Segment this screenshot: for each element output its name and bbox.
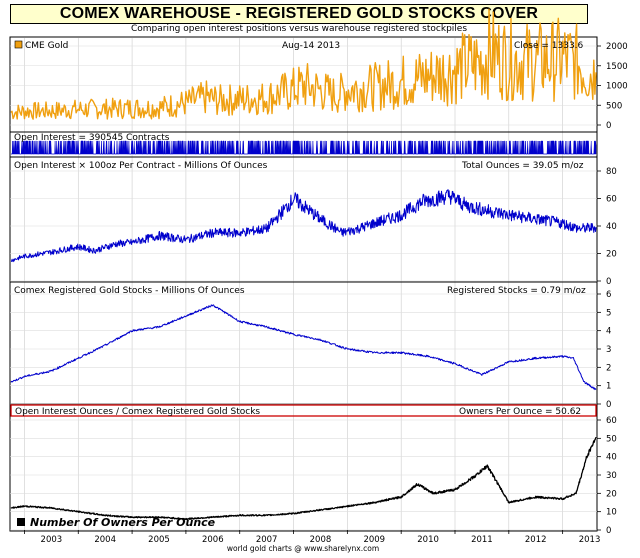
y-tick-label: 20 xyxy=(606,250,617,260)
owners-per-ounce-line xyxy=(10,436,597,521)
gold-close-label: Close = 1333.6 xyxy=(514,41,584,51)
open-interest-legend-label: Open Interest = 390545 Contracts xyxy=(14,133,170,143)
chart-title: COMEX WAREHOUSE - REGISTERED GOLD STOCKS… xyxy=(59,5,539,22)
owners-legend-label: Open Interest Ounces / Comex Registered … xyxy=(15,407,260,417)
y-tick-label: 0 xyxy=(606,121,611,131)
y-tick-label: 1500 xyxy=(606,62,628,72)
y-tick-label: 2 xyxy=(606,363,611,373)
gold-legend-swatch xyxy=(14,40,23,49)
y-tick-label: 1000 xyxy=(606,82,628,92)
x-tick-label: 2010 xyxy=(417,535,439,545)
x-tick-label: 2013 xyxy=(579,535,601,545)
gold-legend-label: CME Gold xyxy=(25,41,68,51)
y-tick-label: 40 xyxy=(606,453,617,463)
registered-value-label: Registered Stocks = 0.79 m/oz xyxy=(447,286,586,296)
y-tick-label: 1 xyxy=(606,382,611,392)
owners-legend-box xyxy=(10,404,597,417)
x-tick-label: 2008 xyxy=(310,535,332,545)
x-tick-label: 2011 xyxy=(471,535,493,545)
oz-legend-label: Open Interest × 100oz Per Contract - Mil… xyxy=(14,161,268,171)
y-tick-label: 0 xyxy=(606,400,611,410)
x-tick-label: 2007 xyxy=(256,535,278,545)
y-tick-label: 3 xyxy=(606,345,611,355)
owners-series-swatch xyxy=(17,518,25,526)
y-tick-label: 2000 xyxy=(606,42,628,52)
owners-series-label: Number Of Owners Per Ounce xyxy=(30,516,216,529)
y-tick-label: 30 xyxy=(606,471,617,481)
marks-layer xyxy=(10,8,597,521)
y-tick-label: 50 xyxy=(606,434,617,444)
y-tick-label: 60 xyxy=(606,416,617,426)
y-tick-label: 0 xyxy=(606,526,611,536)
y-tick-label: 80 xyxy=(606,167,617,177)
y-tick-label: 10 xyxy=(606,508,617,518)
chart-subtitle: Comparing open interest positions versus… xyxy=(130,24,468,34)
y-tick-label: 60 xyxy=(606,195,617,205)
gold-date-label: Aug-14 2013 xyxy=(282,41,340,51)
y-tick-label: 500 xyxy=(606,101,622,111)
y-tick-label: 40 xyxy=(606,222,617,232)
open-interest-area xyxy=(11,140,597,155)
registered-legend-label: Comex Registered Gold Stocks - Millions … xyxy=(14,286,245,296)
y-tick-label: 6 xyxy=(606,290,611,300)
x-tick-label: 2009 xyxy=(363,535,385,545)
y-tick-label: 0 xyxy=(606,277,611,287)
registered-stocks-line xyxy=(10,304,597,391)
y-tick-label: 4 xyxy=(606,327,611,337)
chart-footer-credit: world gold charts @ www.sharelynx.com xyxy=(227,544,379,553)
y-tick-label: 5 xyxy=(606,308,611,318)
owners-value-label: Owners Per Ounce = 50.62 xyxy=(459,407,581,417)
total-ounces-line xyxy=(11,189,597,263)
x-tick-label: 2005 xyxy=(148,535,170,545)
x-tick-label: 2004 xyxy=(94,535,116,545)
x-tick-label: 2003 xyxy=(41,535,63,545)
y-tick-label: 20 xyxy=(606,489,617,499)
x-tick-label: 2012 xyxy=(525,535,547,545)
gold-price-line xyxy=(10,8,597,120)
x-tick-label: 2006 xyxy=(202,535,224,545)
oz-value-label: Total Ounces = 39.05 m/oz xyxy=(461,161,584,171)
chart-title-bar: COMEX WAREHOUSE - REGISTERED GOLD STOCKS… xyxy=(10,4,588,24)
